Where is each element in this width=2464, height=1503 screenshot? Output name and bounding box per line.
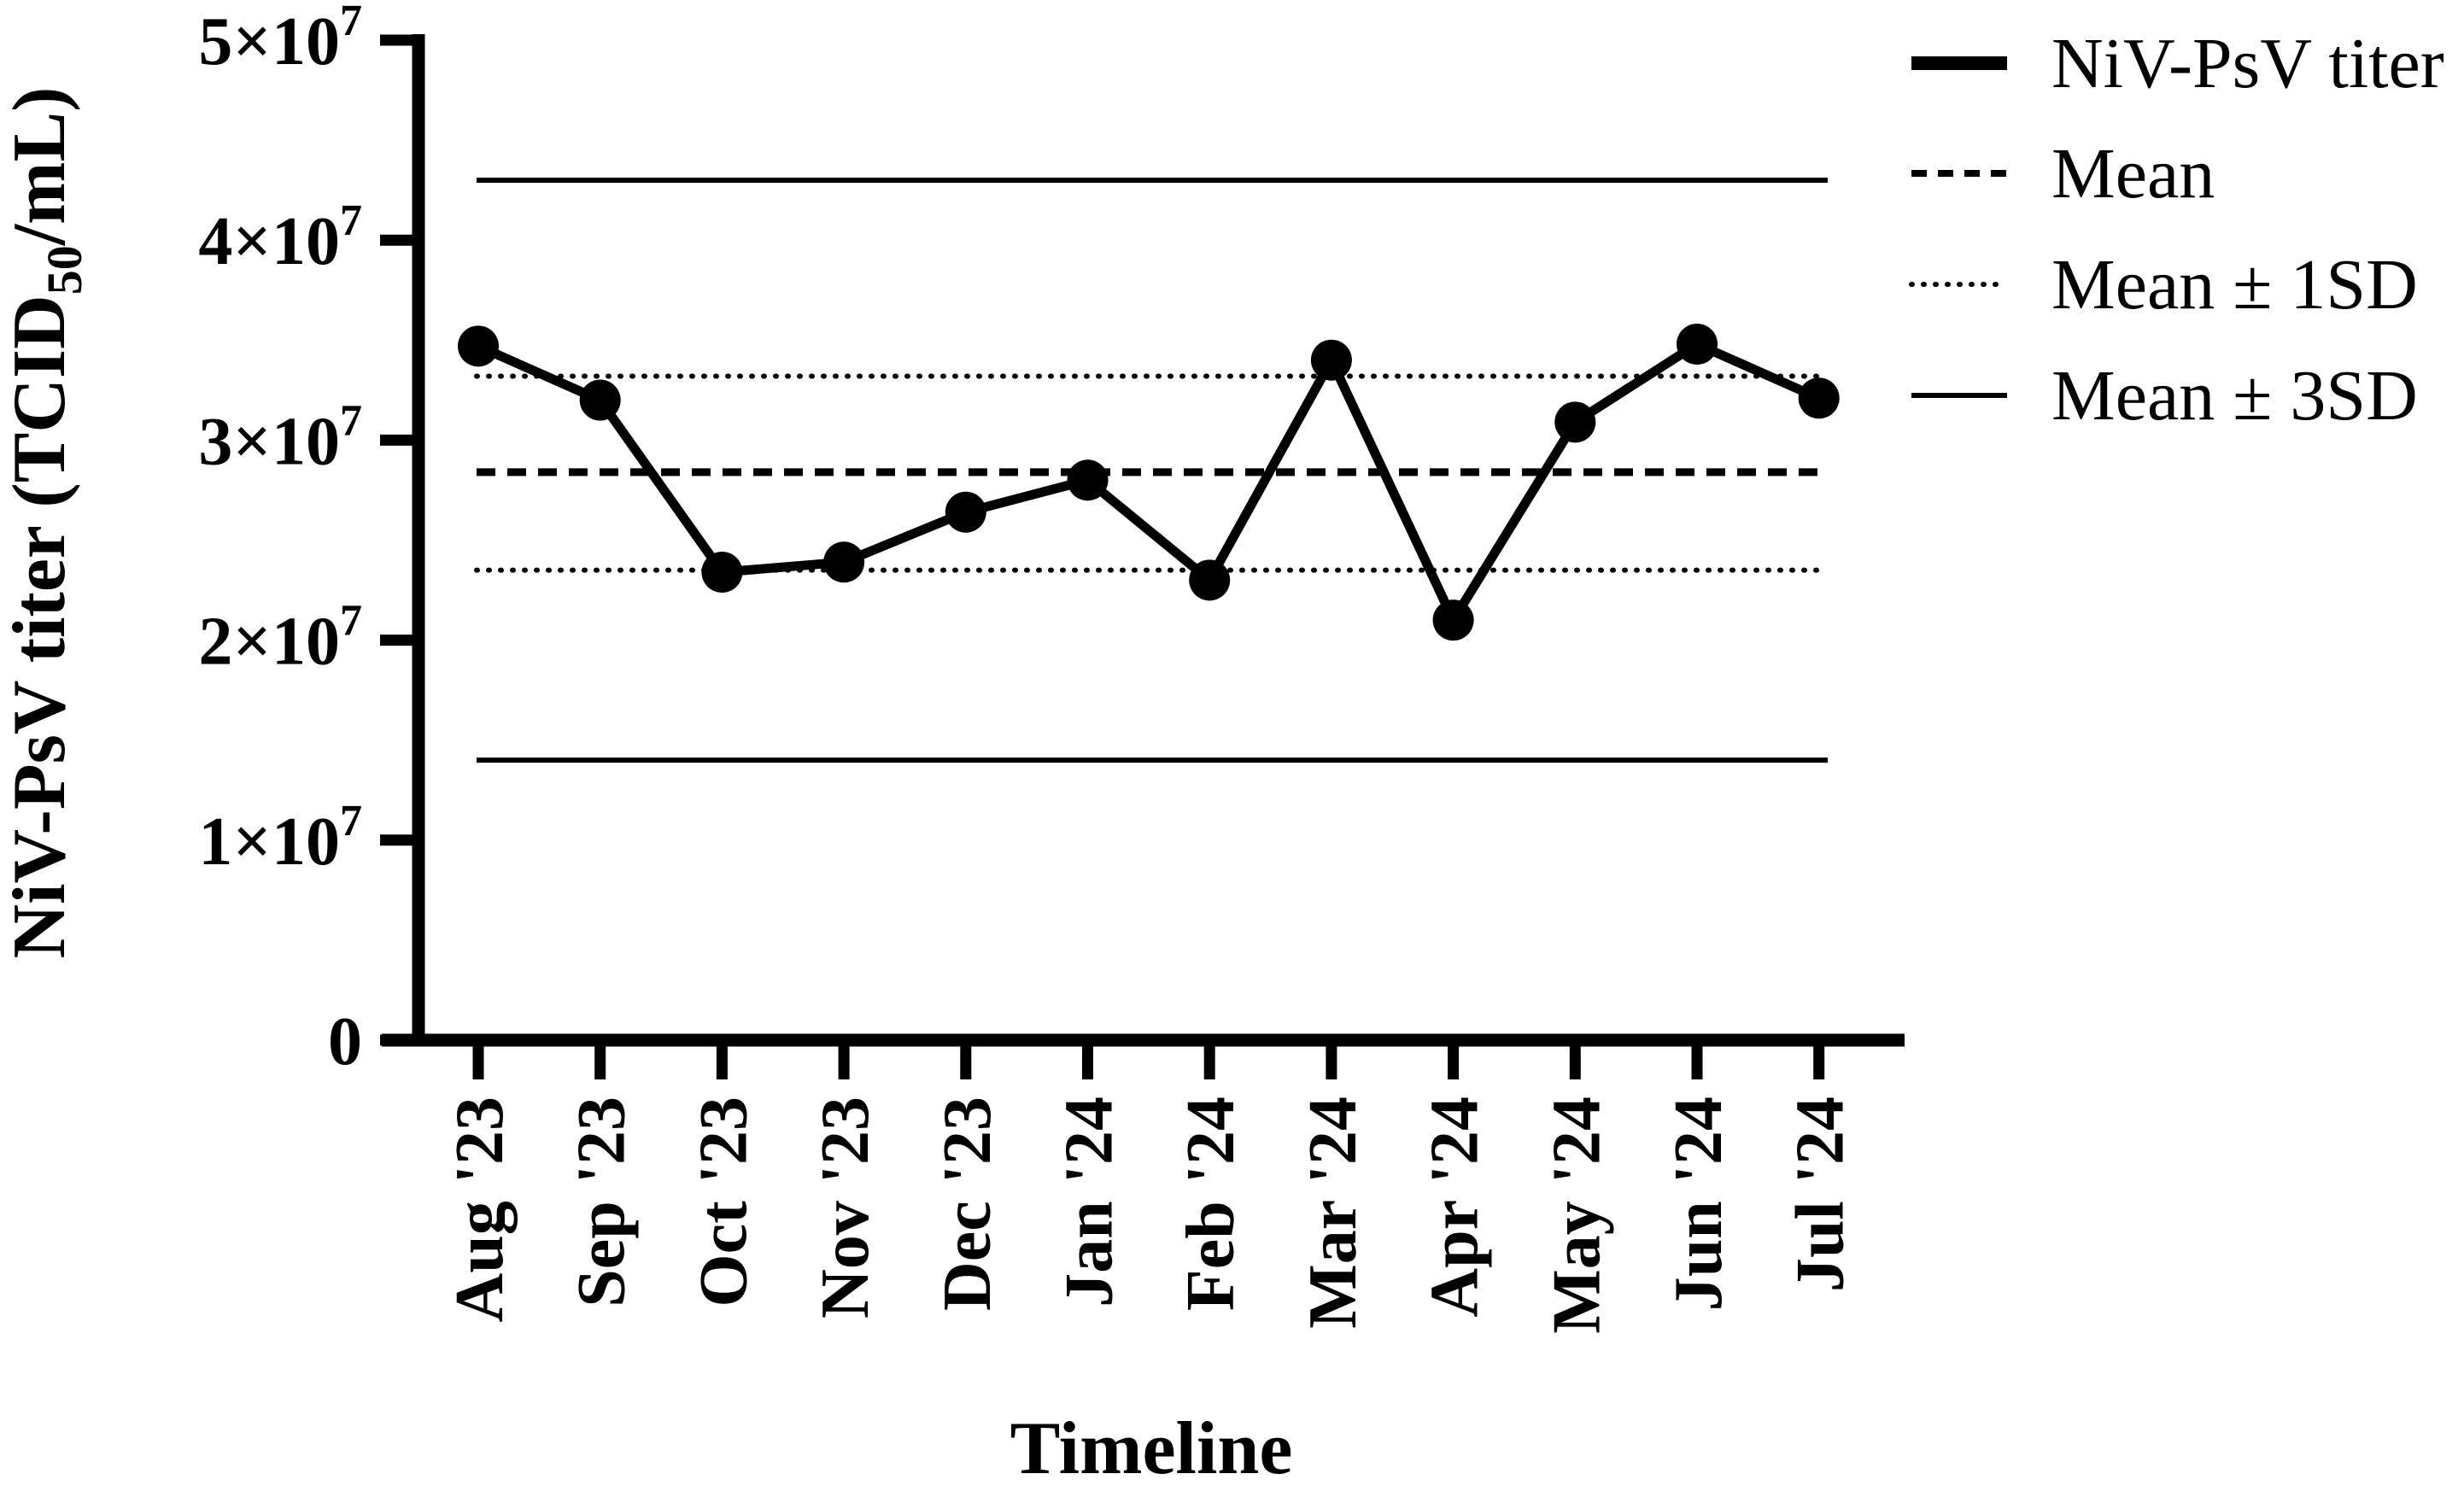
legend: NiV-PsV titer Mean Mean ± 1SD Mean ± 3SD xyxy=(1909,24,2444,436)
legend-label-mean-3sd: Mean ± 3SD xyxy=(2051,356,2418,436)
data-point-may-24 xyxy=(1554,401,1596,443)
data-point-feb-24 xyxy=(1189,559,1231,601)
data-point-aug-23 xyxy=(458,325,499,367)
y-tick-label: 5×107 xyxy=(198,0,362,79)
x-tick-label: Jul '24 xyxy=(1783,1097,1858,1292)
legend-label-niv-psv-titer: NiV-PsV titer xyxy=(2051,24,2444,103)
data-point-oct-23 xyxy=(701,551,743,593)
data-point-apr-24 xyxy=(1432,599,1474,641)
x-tick-label: Apr '24 xyxy=(1418,1097,1493,1318)
x-tick-label: Mar '24 xyxy=(1296,1097,1371,1329)
y-tick-label: 4×107 xyxy=(198,196,362,279)
y-tick-label: 1×107 xyxy=(198,797,362,880)
data-point-jul-24 xyxy=(1798,377,1840,419)
x-tick-label: Aug '23 xyxy=(442,1097,518,1323)
legend-label-mean-1sd: Mean ± 1SD xyxy=(2051,245,2418,325)
data-point-jun-24 xyxy=(1677,323,1718,365)
x-axis-title: Timeline xyxy=(1010,1407,1293,1490)
y-tick-label: 3×107 xyxy=(198,396,362,479)
x-tick-label: Nov '23 xyxy=(808,1097,883,1319)
data-point-sep-23 xyxy=(579,379,621,421)
x-tick-label: Jun '24 xyxy=(1661,1097,1736,1311)
x-tick-label: Oct '23 xyxy=(686,1097,761,1307)
x-tick-label: May '24 xyxy=(1539,1097,1614,1334)
data-point-dec-23 xyxy=(945,491,986,533)
data-point-mar-24 xyxy=(1310,339,1352,381)
y-tick-label: 0 xyxy=(328,1004,362,1079)
x-tick-label: Feb '24 xyxy=(1173,1097,1249,1311)
y-tick-label: 2×107 xyxy=(198,597,362,680)
x-tick-label: Dec '23 xyxy=(930,1097,1005,1311)
data-line-niv-psv-titer xyxy=(476,338,1821,630)
y-axis-title: NiV-PsV titer (TCID50/mL) xyxy=(0,87,92,959)
data-point-jan-24 xyxy=(1067,459,1109,501)
x-tick-label: Sep '23 xyxy=(565,1097,640,1307)
x-tick-label: Jan '24 xyxy=(1052,1097,1127,1307)
data-point-nov-23 xyxy=(823,541,865,583)
legend-label-mean: Mean xyxy=(2051,134,2215,213)
